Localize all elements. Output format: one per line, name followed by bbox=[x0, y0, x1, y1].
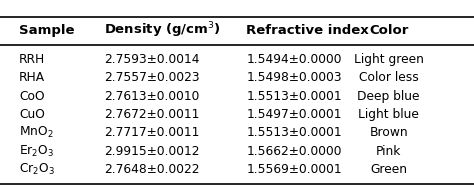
Text: 1.5497±0.0001: 1.5497±0.0001 bbox=[246, 108, 342, 121]
Text: Light green: Light green bbox=[354, 53, 424, 66]
Text: 1.5662±0.0000: 1.5662±0.0000 bbox=[246, 145, 342, 158]
Text: Color: Color bbox=[369, 24, 409, 37]
Text: 2.7648±0.0022: 2.7648±0.0022 bbox=[104, 163, 200, 176]
Text: CuO: CuO bbox=[19, 108, 45, 121]
Text: Green: Green bbox=[370, 163, 407, 176]
Text: 1.5513±0.0001: 1.5513±0.0001 bbox=[246, 126, 342, 139]
Text: Density (g/cm$^3$): Density (g/cm$^3$) bbox=[104, 20, 221, 40]
Text: Color less: Color less bbox=[359, 71, 419, 84]
Text: Sample: Sample bbox=[19, 24, 74, 37]
Text: 2.7557±0.0023: 2.7557±0.0023 bbox=[104, 71, 200, 84]
Text: 2.7717±0.0011: 2.7717±0.0011 bbox=[104, 126, 200, 139]
Text: Cr$_2$O$_3$: Cr$_2$O$_3$ bbox=[19, 162, 55, 177]
Text: Brown: Brown bbox=[369, 126, 408, 139]
Text: 2.7613±0.0010: 2.7613±0.0010 bbox=[104, 89, 200, 103]
Text: Er$_2$O$_3$: Er$_2$O$_3$ bbox=[19, 144, 54, 159]
Text: 1.5569±0.0001: 1.5569±0.0001 bbox=[246, 163, 342, 176]
Text: Refractive index: Refractive index bbox=[246, 24, 369, 37]
Text: 2.9915±0.0012: 2.9915±0.0012 bbox=[104, 145, 200, 158]
Text: Pink: Pink bbox=[376, 145, 401, 158]
Text: Deep blue: Deep blue bbox=[357, 89, 420, 103]
Text: CoO: CoO bbox=[19, 89, 45, 103]
Text: 2.7593±0.0014: 2.7593±0.0014 bbox=[104, 53, 200, 66]
Text: 1.5513±0.0001: 1.5513±0.0001 bbox=[246, 89, 342, 103]
Text: RHA: RHA bbox=[19, 71, 45, 84]
Text: RRH: RRH bbox=[19, 53, 45, 66]
Text: 1.5494±0.0000: 1.5494±0.0000 bbox=[246, 53, 342, 66]
Text: 1.5498±0.0003: 1.5498±0.0003 bbox=[246, 71, 342, 84]
Text: Light blue: Light blue bbox=[358, 108, 419, 121]
Text: MnO$_2$: MnO$_2$ bbox=[19, 125, 54, 140]
Text: 2.7672±0.0011: 2.7672±0.0011 bbox=[104, 108, 200, 121]
